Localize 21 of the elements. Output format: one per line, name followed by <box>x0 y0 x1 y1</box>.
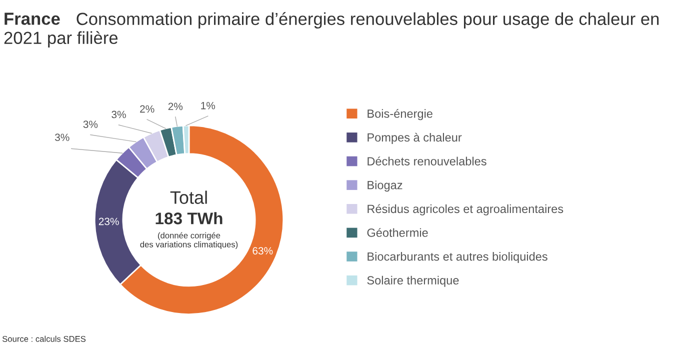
legend-label: Bois-énergie <box>368 108 432 120</box>
text: (donnée corrigée des variations climatiques) <box>140 232 238 250</box>
text: 183 TWh <box>156 212 222 224</box>
legend-label: Résidus agricoles et agroalimentaires <box>368 204 564 216</box>
chart-title: France Consommation primaire d’énergies renouvelables pour usage de chaleur en 2021 par filière <box>4 12 659 48</box>
data-label: 2% <box>168 102 183 110</box>
legend-label: Solaire thermique <box>367 276 459 287</box>
data-label: 3% <box>83 120 98 128</box>
legend-label: Déchets renouvelables <box>368 156 486 166</box>
legend-label: Pompes à chaleur <box>368 132 462 144</box>
source-note: Source : calculs SDES <box>2 336 86 342</box>
data-label: 3% <box>112 110 126 118</box>
legend-label: Biocarburants et autres bioliquides <box>368 252 548 264</box>
data-label: 63% <box>252 247 273 255</box>
data-label: 1% <box>201 102 216 110</box>
data-label: 23% <box>98 218 119 226</box>
text: Total <box>170 190 207 204</box>
data-label: 2% <box>140 105 154 113</box>
legend-label: Géothermie <box>367 228 428 237</box>
legend-label: Biogaz <box>368 180 402 192</box>
data-label: 3% <box>55 134 70 142</box>
